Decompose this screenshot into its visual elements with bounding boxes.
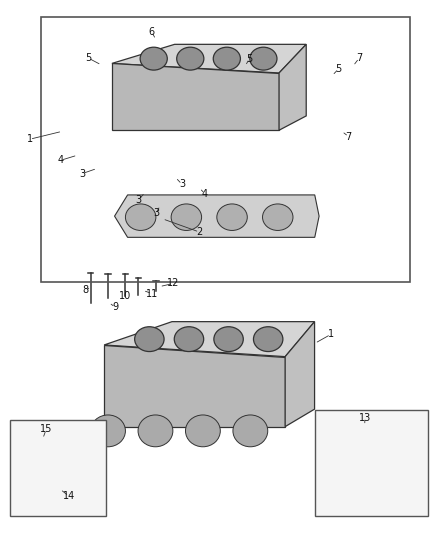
Text: 9: 9 [113,302,119,312]
Text: 1: 1 [328,329,334,340]
Polygon shape [279,44,306,130]
Text: 7: 7 [346,132,352,142]
Polygon shape [104,321,314,357]
Ellipse shape [140,47,167,70]
Text: 4: 4 [202,189,208,199]
Text: 14: 14 [63,491,75,501]
Ellipse shape [254,327,283,352]
Ellipse shape [171,204,201,230]
Polygon shape [112,63,279,130]
Text: 4: 4 [57,156,63,165]
Polygon shape [285,321,314,426]
Ellipse shape [138,415,173,447]
Ellipse shape [214,327,243,352]
Text: 6: 6 [148,27,155,37]
Ellipse shape [213,47,240,70]
Ellipse shape [250,47,277,70]
Bar [10,420,106,516]
Text: 3: 3 [135,195,141,205]
Text: 1: 1 [27,134,33,144]
Ellipse shape [185,415,220,447]
Text: 5: 5 [336,64,342,74]
Text: 2: 2 [196,227,202,237]
Text: 8: 8 [82,285,88,295]
Text: 3: 3 [79,169,85,179]
Text: 15: 15 [40,424,53,434]
Ellipse shape [125,204,156,230]
Ellipse shape [217,204,247,230]
Ellipse shape [134,327,164,352]
Bar [41,17,410,282]
Text: 3: 3 [179,179,185,189]
Ellipse shape [174,327,204,352]
Ellipse shape [262,204,293,230]
Polygon shape [104,345,285,426]
Ellipse shape [177,47,204,70]
Text: 11: 11 [146,288,158,298]
Bar [315,410,428,516]
Text: 12: 12 [167,278,180,288]
Text: 3: 3 [153,208,159,219]
Polygon shape [112,44,306,73]
Ellipse shape [91,415,125,447]
Ellipse shape [233,415,268,447]
Text: 5: 5 [85,53,92,63]
Text: 5: 5 [246,54,253,63]
Polygon shape [115,195,319,237]
Text: 13: 13 [359,413,371,423]
Text: 10: 10 [119,290,131,301]
Text: 7: 7 [356,53,362,63]
